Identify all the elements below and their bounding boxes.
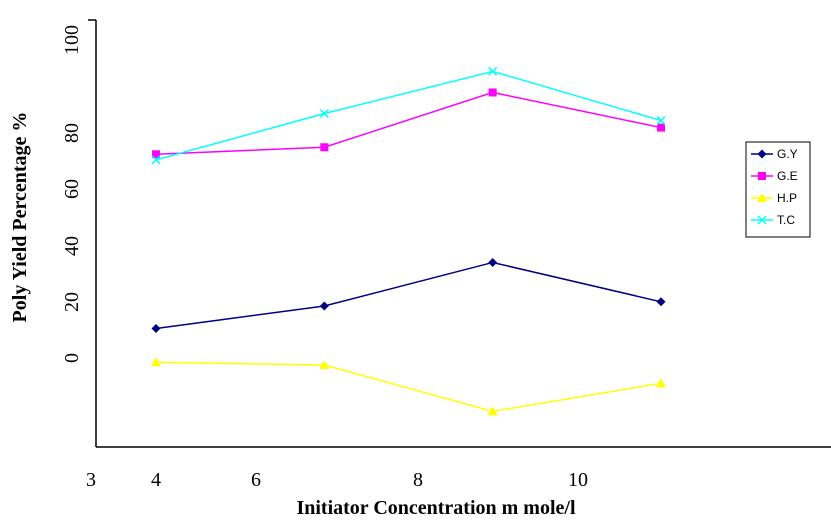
y-axis-title: Poly Yield Percentage % bbox=[9, 112, 31, 323]
legend-marker bbox=[758, 172, 766, 180]
x-tick-label: 6 bbox=[251, 469, 261, 491]
series-g-y bbox=[151, 257, 666, 333]
legend: G.Y G.E H.P T.C bbox=[745, 141, 811, 238]
data-point bbox=[656, 378, 666, 388]
legend-marker bbox=[757, 215, 767, 225]
data-point bbox=[487, 406, 498, 416]
y-tick-label: 80 bbox=[61, 123, 83, 143]
legend-item: T.C bbox=[751, 213, 795, 227]
data-point bbox=[151, 155, 161, 165]
y-tick-label: 60 bbox=[61, 179, 83, 199]
x-axis-title: Initiator Concentration m mole/l bbox=[296, 497, 575, 519]
data-point bbox=[151, 323, 161, 333]
x-tick-label: 4 bbox=[151, 469, 161, 491]
series-h-p bbox=[151, 357, 666, 416]
legend-item: H.P bbox=[751, 191, 797, 205]
legend-item: G.Y bbox=[751, 147, 798, 161]
series-line bbox=[155, 91, 662, 156]
data-point bbox=[656, 297, 666, 307]
series-layer bbox=[151, 66, 666, 416]
series-line bbox=[155, 361, 662, 413]
series-line bbox=[155, 70, 662, 161]
legend-label: H.P bbox=[777, 191, 797, 205]
data-point bbox=[488, 257, 498, 267]
data-point bbox=[152, 150, 160, 159]
series-g-e bbox=[152, 88, 665, 159]
data-point bbox=[319, 360, 330, 370]
data-point bbox=[657, 123, 665, 132]
x-tick-labels: 3 4 6 8 10 bbox=[86, 469, 588, 491]
legend-marker bbox=[757, 149, 767, 159]
y-tick-labels: 0 20 40 60 80 100 bbox=[61, 25, 83, 363]
data-point bbox=[151, 357, 161, 367]
data-point bbox=[319, 108, 329, 119]
x-tick-label: 10 bbox=[568, 469, 588, 491]
series-line bbox=[155, 261, 662, 330]
y-tick-label: 100 bbox=[61, 25, 83, 55]
legend-label: G.Y bbox=[777, 147, 798, 161]
series-t-c bbox=[151, 66, 666, 165]
x-tick-label: 3 bbox=[86, 469, 96, 491]
x-tick-label: 8 bbox=[413, 469, 423, 491]
legend-label: G.E bbox=[777, 169, 798, 183]
legend-marker bbox=[757, 193, 767, 202]
y-tick-label: 40 bbox=[61, 236, 83, 256]
data-point bbox=[488, 66, 498, 76]
data-point bbox=[656, 116, 666, 126]
legend-items: G.Y G.E H.P T.C bbox=[751, 147, 798, 227]
y-tick-label: 0 bbox=[61, 353, 83, 363]
data-point bbox=[319, 301, 329, 311]
axes bbox=[88, 19, 831, 448]
legend-label: T.C bbox=[777, 213, 795, 227]
legend-box bbox=[745, 141, 811, 238]
data-point bbox=[488, 88, 497, 97]
data-point bbox=[320, 143, 329, 152]
y-tick-label: 20 bbox=[61, 292, 83, 312]
legend-item: G.E bbox=[751, 169, 798, 183]
